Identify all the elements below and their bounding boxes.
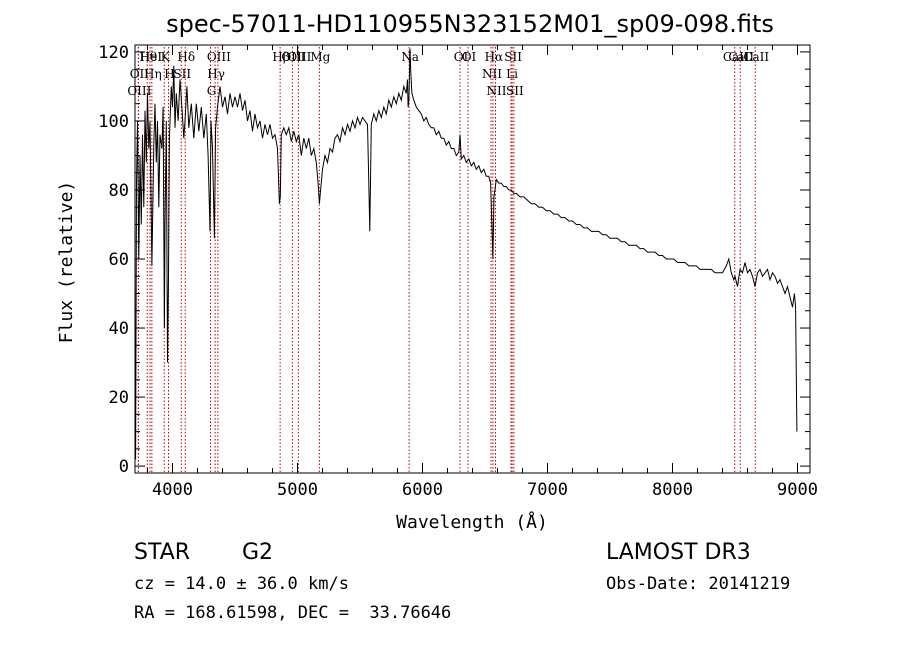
x-tick-label: 6000 — [402, 480, 443, 500]
y-tick-label: 20 — [109, 388, 129, 408]
axis-ticks: 4000 5000 6000 7000 8000 9000 0 20 40 60 80 100 120 — [98, 43, 818, 500]
line-marker-label: Hγ — [207, 67, 225, 81]
x-tick-label: 9000 — [777, 480, 818, 500]
y-axis-label: Flux (relative) — [56, 181, 77, 344]
line-marker-label: NII — [482, 67, 502, 81]
line-marker-label: Hβ — [272, 50, 289, 64]
line-marker-label: CaII — [723, 50, 749, 64]
line-marker-label: OIII — [207, 50, 231, 64]
line-marker-label: CaII — [743, 50, 769, 64]
line-marker-label: Li — [506, 67, 518, 81]
y-tick-label: 120 — [98, 43, 129, 63]
line-marker-label: H — [164, 67, 174, 81]
line-marker-label: Hα — [485, 50, 504, 64]
line-marker-label: OIII — [287, 50, 311, 64]
subclass: G2 — [242, 540, 274, 565]
y-tick-label: 100 — [98, 112, 129, 132]
line-marker-label: SII — [504, 50, 522, 64]
line-marker-label: OI — [462, 50, 477, 64]
line-marker-label: Hθ — [139, 50, 157, 64]
line-marker-label: G — [207, 84, 217, 98]
line-marker-label: OIII — [281, 50, 305, 64]
line-marker-label: K — [161, 50, 171, 64]
y-tick-label: 60 — [109, 250, 129, 270]
spectrum-line — [134, 48, 798, 460]
line-marker-label: Mg — [310, 50, 330, 64]
redshift-readout: cz = 14.0 ± 36.0 km/s — [134, 574, 349, 594]
y-tick-label: 80 — [109, 181, 129, 201]
y-tick-label: 0 — [119, 457, 129, 477]
coordinates: RA = 168.61598, DEC = 33.76646 — [134, 603, 452, 623]
x-tick-label: 7000 — [527, 480, 568, 500]
line-marker-label: CaII — [728, 50, 754, 64]
x-tick-label: 5000 — [277, 480, 318, 500]
chart-title: spec-57011-HD110955N323152M01_sp09-098.f… — [166, 10, 774, 38]
line-marker-label: Hη — [144, 67, 162, 81]
x-tick-label: 4000 — [152, 480, 193, 500]
plot-frame — [134, 44, 811, 474]
obs-date: Obs-Date: 20141219 — [606, 574, 791, 594]
object-class: STAR — [134, 540, 191, 565]
survey-name: LAMOST DR3 — [606, 540, 751, 565]
line-marker-label: SII — [173, 67, 191, 81]
line-marker-label: NII — [487, 84, 507, 98]
line-markers — [137, 47, 756, 473]
line-marker-label: OIII — [127, 84, 151, 98]
x-axis-label: Wavelength (Å) — [396, 511, 548, 533]
line-marker-label: HeI — [140, 50, 163, 64]
y-tick-label: 40 — [109, 319, 129, 339]
line-marker-label: OI — [454, 50, 469, 64]
line-marker-label: SII — [506, 84, 524, 98]
x-tick-label: 8000 — [652, 480, 693, 500]
line-marker-label: Hδ — [177, 50, 195, 64]
